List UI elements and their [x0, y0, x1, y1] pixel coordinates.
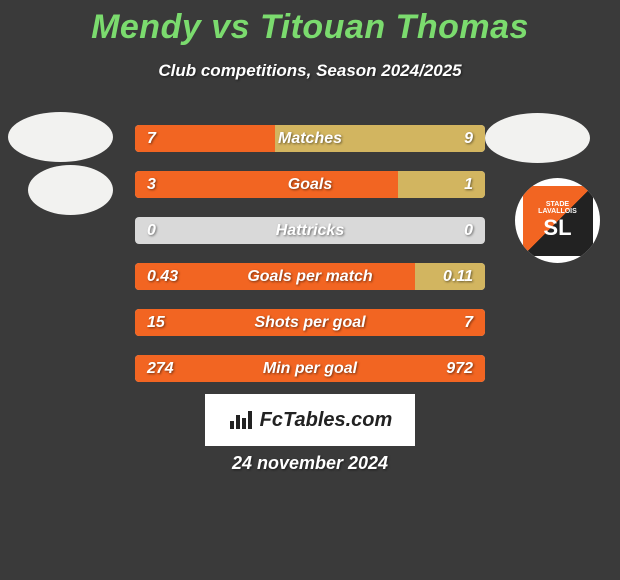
stat-row: 0.430.11Goals per match [135, 263, 485, 290]
fctables-brand-box: FcTables.com [205, 394, 415, 446]
stat-row: 00Hattricks [135, 217, 485, 244]
comparison-date: 24 november 2024 [0, 453, 620, 474]
stat-row: 31Goals [135, 171, 485, 198]
stat-row: 79Matches [135, 125, 485, 152]
player1-avatar-placeholder [8, 112, 113, 162]
player1-avatar-placeholder-2 [28, 165, 113, 215]
club-logo-badge: STADE LAVALLOIS SL [523, 186, 593, 256]
fctables-brand-text: FcTables.com [260, 409, 393, 432]
stat-label: Matches [135, 125, 485, 152]
stat-label: Hattricks [135, 217, 485, 244]
club-logo-initials: SL [538, 216, 577, 240]
stat-row: 274972Min per goal [135, 355, 485, 382]
bar-chart-icon [228, 409, 254, 431]
stats-rows-container: 79Matches 31Goals 00Hattricks 0.430.11Goals… [135, 125, 485, 401]
comparison-title: Mendy vs Titouan Thomas [0, 0, 620, 47]
stat-row: 157Shots per goal [135, 309, 485, 336]
stat-label: Goals per match [135, 263, 485, 290]
stat-label: Min per goal [135, 355, 485, 382]
stat-label: Shots per goal [135, 309, 485, 336]
player2-club-logo: STADE LAVALLOIS SL [515, 178, 600, 263]
comparison-subtitle: Club competitions, Season 2024/2025 [0, 61, 620, 81]
stat-label: Goals [135, 171, 485, 198]
player2-avatar-placeholder [485, 113, 590, 163]
club-logo-text-top: STADE [538, 201, 577, 209]
